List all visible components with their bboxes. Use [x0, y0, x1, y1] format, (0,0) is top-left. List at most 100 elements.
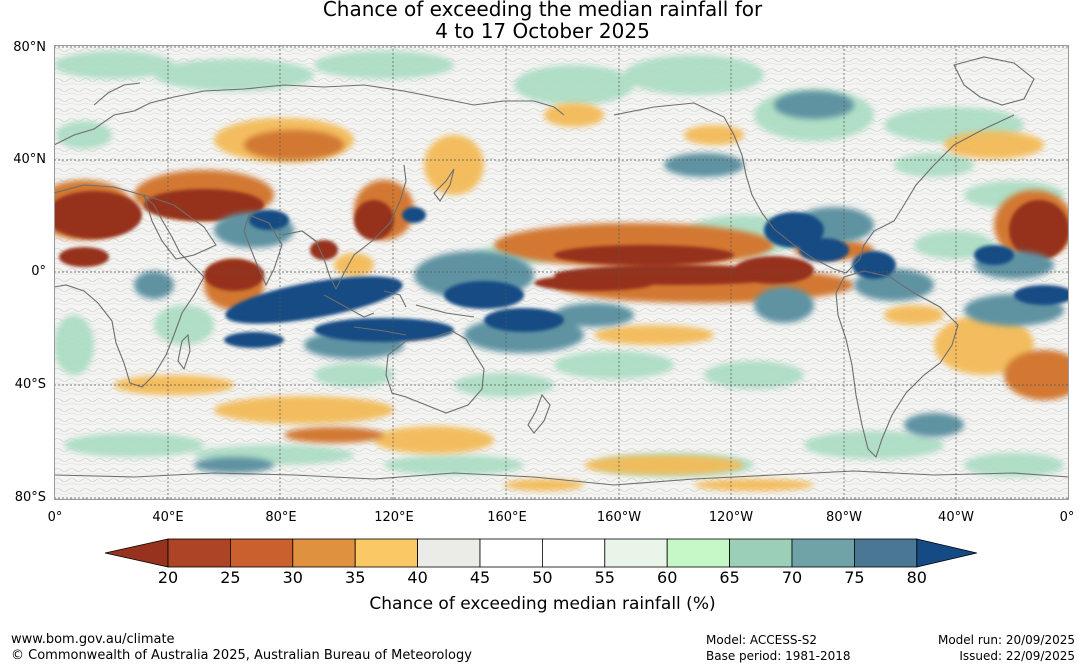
rainfall-patch: [804, 431, 944, 459]
rainfall-patch: [684, 125, 744, 145]
colorbar-tick-label: 80: [906, 568, 927, 587]
rainfall-patch: [314, 318, 454, 342]
footer-url: www.bom.gov.au/climate: [11, 632, 175, 647]
rainfall-patch: [134, 271, 174, 299]
lon-label-80e: 80°E: [265, 510, 297, 525]
very-dry-patches: [54, 189, 1069, 291]
chart-title-line-1: Chance of exceeding the median rainfall …: [322, 0, 763, 21]
rainfall-patch: [754, 287, 814, 323]
rainfall-patch: [1014, 285, 1069, 305]
colorbar-tick-label: 40: [407, 568, 428, 587]
lon-label-40w: 40°W: [938, 510, 974, 525]
rainfall-patch: [544, 103, 604, 127]
rainfall-patch: [54, 191, 142, 239]
rainfall-patch: [594, 325, 714, 345]
footer-model: Model: ACCESS-S2: [706, 633, 818, 647]
lon-label-120w: 120°W: [708, 510, 754, 525]
rainfall-patch: [1009, 200, 1069, 260]
colorbar-tick-label: 20: [157, 568, 179, 587]
rainfall-patch: [424, 135, 484, 195]
lon-label-120e: 120°E: [374, 510, 414, 525]
lon-label-80w: 80°W: [826, 510, 862, 525]
footer-model-run: Model run: 20/09/2025: [937, 633, 1075, 647]
rainfall-patch: [554, 303, 634, 327]
colorbar-tick-label: 60: [657, 568, 678, 587]
rainfall-patch: [764, 212, 824, 248]
rainfall-patch: [194, 457, 274, 473]
rainfall-patch: [974, 245, 1014, 265]
rainfall-patch: [214, 396, 394, 424]
rainfall-patch: [964, 453, 1064, 477]
rainfall-patch: [664, 153, 744, 177]
colorbar-high-extend: [916, 538, 977, 568]
lon-label-160e: 160°E: [487, 510, 527, 525]
colorbar-segment: [230, 538, 294, 568]
rainfall-patch: [514, 65, 634, 105]
rainfall-patch: [314, 363, 394, 387]
rainfall-patch: [144, 189, 264, 221]
rainfall-probability-map: [54, 45, 1069, 500]
colorbar-tick-label: 50: [532, 568, 553, 587]
rainfall-patch: [204, 259, 264, 291]
colorbar-segment: [854, 538, 918, 568]
rainfall-patch: [224, 332, 284, 348]
colorbar-low-extend: [105, 538, 169, 568]
rainfall-patch: [64, 433, 204, 457]
rainfall-patch: [54, 315, 94, 375]
rainfall-patch: [584, 455, 744, 475]
rainfall-patch: [734, 256, 814, 284]
colorbar-segment: [729, 538, 793, 568]
colorbar-tick-label: 35: [345, 568, 366, 587]
lon-label-40e: 40°E: [152, 510, 184, 525]
rainfall-patch: [944, 131, 1044, 159]
colorbar-segment: [292, 538, 356, 568]
rainfall-patch: [225, 276, 403, 324]
footer-base-period: Base period: 1981-2018: [706, 649, 851, 663]
coastlines: [54, 56, 1069, 486]
lat-label-40s: 40°S: [14, 377, 46, 392]
colorbar-tick-label: 55: [594, 568, 615, 587]
colorbar-label: Chance of exceeding median rainfall (%): [369, 594, 716, 614]
rainfall-patch: [694, 479, 814, 491]
rainfall-patch: [402, 207, 426, 223]
chart-title-line-2: 4 to 17 October 2025: [435, 19, 650, 43]
colorbar-segment: [541, 538, 606, 568]
rainfall-patch: [374, 426, 494, 454]
rainfall-patch: [799, 238, 849, 262]
lat-label-0: 0°: [31, 264, 46, 279]
rainfall-patch: [1004, 350, 1069, 400]
colorbar-segment: [791, 538, 855, 568]
footer-copyright: © Commonwealth of Australia 2025, Austra…: [11, 648, 472, 663]
lon-label-0-end: 0°: [1059, 510, 1075, 525]
colorbar-tick-label: 25: [220, 568, 241, 587]
colorbar-segment: [354, 538, 418, 568]
rainfall-patch: [934, 315, 1034, 375]
rainfall-patch: [554, 245, 734, 265]
rainfall-patch: [314, 51, 454, 79]
rainfall-patch: [704, 361, 804, 389]
rainfall-patch: [244, 130, 344, 160]
rainfall-patch: [624, 55, 764, 95]
rainfall-patch: [384, 455, 524, 475]
rainfall-patch: [444, 281, 524, 309]
colorbar-tick-label: 65: [719, 568, 740, 587]
rainfall-patch: [310, 240, 338, 260]
lon-label-160w: 160°W: [596, 510, 642, 525]
rainfall-patch: [354, 200, 394, 240]
colorbar-tick-label: 30: [282, 568, 303, 587]
rainfall-patch: [884, 305, 944, 325]
footer-issued: Issued: 22/09/2025: [959, 649, 1075, 663]
rainfall-patch: [852, 251, 896, 279]
rainfall-patch: [914, 231, 994, 259]
colorbar-segment: [479, 538, 543, 568]
rainfall-patch: [154, 59, 314, 91]
rainfall-patch: [56, 121, 112, 149]
rainfall-patch: [774, 91, 854, 119]
rainfall-patch: [554, 351, 674, 379]
rainfall-patch: [504, 479, 584, 491]
rainfall-patch: [154, 305, 214, 345]
lat-label-40n: 40°N: [13, 152, 46, 167]
rainfall-patch: [59, 247, 109, 267]
lon-label-0: 0°: [47, 510, 63, 525]
graticule: [54, 45, 1069, 500]
